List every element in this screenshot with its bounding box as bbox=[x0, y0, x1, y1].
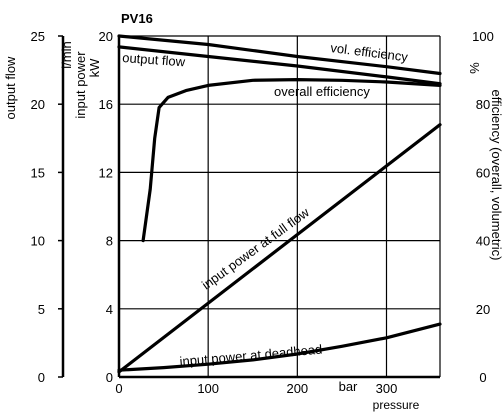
efficiency-axis-unit: % bbox=[467, 62, 482, 74]
series-label-output-flow: output flow bbox=[122, 50, 186, 69]
power-axis-unit: kW bbox=[87, 58, 102, 78]
efficiency-tick-label: 100 bbox=[472, 29, 494, 44]
chart-title: PV16 bbox=[121, 11, 153, 26]
series-label-deadhead: input power at deadhead bbox=[179, 342, 323, 369]
axes: 0 100 200 300252015105020161284010080604020… bbox=[31, 29, 494, 396]
flow-tick-label: 5 bbox=[38, 302, 45, 317]
flow-axis-label: output flow bbox=[3, 56, 18, 119]
power-tick-label: 0 bbox=[106, 370, 113, 385]
flow-tick-label: 20 bbox=[31, 97, 45, 112]
x-axis-label: pressure bbox=[373, 398, 420, 412]
efficiency-tick-label: 20 bbox=[476, 302, 490, 317]
power-tick-label: 12 bbox=[99, 165, 113, 180]
series-line-overall-efficiency bbox=[141, 78, 442, 243]
power-axis-label: input power bbox=[73, 51, 88, 119]
x-tick-label: 0 bbox=[115, 381, 122, 396]
power-tick-label: 4 bbox=[106, 302, 113, 317]
series-lines bbox=[117, 34, 442, 374]
grid-lines bbox=[119, 36, 440, 377]
x-tick-label: 300 bbox=[376, 381, 398, 396]
series-line-input-power-at-full-flow bbox=[117, 123, 442, 374]
power-tick-label: 8 bbox=[106, 234, 113, 249]
efficiency-tick-label: 60 bbox=[476, 165, 490, 180]
efficiency-tick-label: 80 bbox=[476, 97, 490, 112]
power-tick-label: 16 bbox=[99, 97, 113, 112]
efficiency-tick-label: 40 bbox=[476, 234, 490, 249]
series-label-full-flow: input power at full flow bbox=[199, 204, 312, 292]
flow-tick-label: 0 bbox=[38, 370, 45, 385]
flow-tick-label: 15 bbox=[31, 165, 45, 180]
x-axis-unit: bar bbox=[339, 379, 358, 394]
series-line-output-flow bbox=[117, 45, 442, 86]
flow-tick-label: 10 bbox=[31, 234, 45, 249]
series-line-vol-efficiency bbox=[117, 34, 442, 76]
flow-axis-unit: l/min bbox=[59, 41, 74, 68]
series-line-input-power-at-deadhead bbox=[117, 322, 442, 372]
flow-tick-label: 25 bbox=[31, 29, 45, 44]
x-tick-label: 100 bbox=[197, 381, 219, 396]
series-label-overall-efficiency: overall efficiency bbox=[274, 84, 370, 99]
power-tick-label: 20 bbox=[99, 29, 113, 44]
efficiency-axis-label: efficiency (overall, volumetric) bbox=[489, 90, 502, 261]
x-tick-label: 200 bbox=[286, 381, 308, 396]
efficiency-tick-label: 0 bbox=[479, 370, 486, 385]
